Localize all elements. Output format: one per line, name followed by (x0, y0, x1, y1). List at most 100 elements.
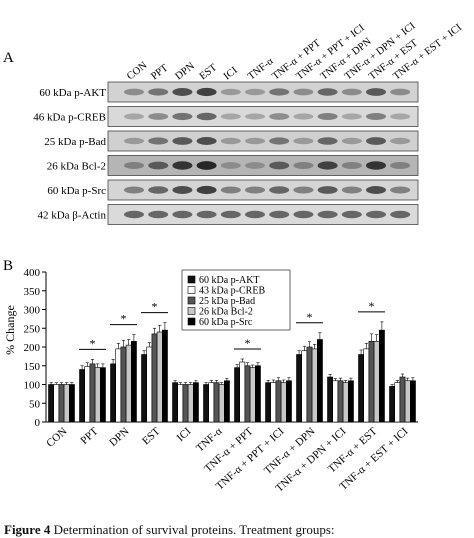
bar (110, 363, 116, 423)
y-axis-label: % Change (3, 305, 17, 355)
blot-band (293, 88, 314, 96)
blot-band (366, 113, 386, 120)
blot-band (341, 162, 362, 169)
blot-band (172, 88, 193, 96)
significance-star: * (90, 336, 96, 350)
bar (327, 376, 333, 423)
blot-band (148, 210, 169, 219)
bar (363, 348, 370, 423)
western-blots: 60 kDa p-AKT 46 kDa p-CREB 25 kDa p-Bad 26 … (33, 81, 419, 225)
bar (404, 380, 411, 423)
legend-swatch (187, 307, 196, 315)
blot-band (390, 88, 411, 96)
blot-band (124, 88, 144, 96)
panel-a-label: A (3, 50, 14, 66)
blot-band (220, 162, 241, 169)
blot-band (341, 113, 362, 120)
blot-band (390, 186, 411, 194)
blot-band (390, 210, 411, 219)
blot-band (317, 137, 338, 145)
blot-label: 46 kDa p-CREB (33, 112, 106, 124)
bar (208, 382, 215, 423)
significance-star: * (245, 336, 251, 350)
legend-box (181, 269, 291, 331)
blot-band (366, 210, 386, 219)
legend-entry: 26 kDa Bcl-2 (199, 307, 253, 318)
y-tick-label: 300 (24, 305, 41, 317)
bar (316, 339, 323, 423)
blot-band (293, 137, 314, 145)
bar (389, 386, 395, 423)
blot-band (148, 88, 169, 96)
blot-band (269, 137, 290, 145)
bar (265, 382, 271, 423)
bar (244, 365, 251, 423)
bar (409, 380, 416, 423)
blot-band (366, 137, 386, 145)
bar (115, 348, 122, 423)
blot-band (172, 161, 193, 170)
significance-star: * (307, 310, 313, 324)
blot-band (124, 210, 144, 219)
bar (203, 384, 209, 423)
blot-band (293, 162, 314, 169)
blot-band (245, 137, 265, 145)
y-tick-label: 150 (24, 361, 41, 373)
blot-label: 42 kDa β-Actin (37, 210, 106, 222)
bar (120, 346, 127, 423)
blot-band (317, 88, 338, 96)
blot-band (366, 88, 386, 96)
bar (275, 380, 282, 423)
blot-band (245, 88, 265, 96)
bar (193, 382, 199, 423)
blot-band (196, 112, 217, 121)
blot-band (269, 161, 290, 170)
blot-band (196, 185, 217, 195)
blot-band (220, 137, 241, 145)
y-tick-label: 50 (29, 398, 41, 410)
y-tick-label: 350 (24, 286, 41, 298)
bar (270, 382, 277, 423)
blot-band (220, 88, 241, 96)
bar (213, 382, 220, 423)
bar (187, 384, 194, 423)
bar-series (48, 321, 416, 423)
lane-label: PPT (149, 62, 170, 82)
bar (53, 384, 60, 423)
blot-band (317, 161, 338, 170)
blot-label: 60 kDa p-AKT (39, 87, 106, 99)
blot-band (148, 161, 169, 170)
bar (358, 354, 364, 423)
bar (89, 363, 96, 423)
legend-entry: 60 kDa p-AKT (199, 275, 260, 286)
bar (63, 384, 70, 423)
bar (399, 376, 406, 423)
bar (84, 366, 91, 423)
legend-entry: 60 kDa p-Src (199, 317, 253, 328)
bar (239, 361, 246, 423)
x-tick-label: EST (140, 425, 163, 447)
lane-label: TNF-α (246, 56, 276, 83)
blot-band (366, 186, 386, 194)
blot-band (172, 186, 193, 194)
blot-band (293, 210, 314, 219)
y-tick-label: 400 (24, 267, 41, 279)
bar (177, 384, 184, 423)
bar (249, 367, 256, 423)
bar (280, 382, 287, 423)
blot-band (341, 137, 362, 145)
blot-band (148, 137, 169, 145)
bar (234, 367, 240, 423)
lane-label: CON (125, 60, 150, 83)
blot-band (317, 210, 338, 219)
legend-swatch (187, 286, 196, 294)
blot-band (390, 137, 411, 145)
bar (125, 344, 132, 423)
blot-band (366, 161, 386, 170)
blot-band (390, 162, 411, 169)
legend-entry: 43 kDa p-CREB (199, 286, 265, 297)
bar (224, 380, 230, 423)
bar (373, 341, 380, 423)
